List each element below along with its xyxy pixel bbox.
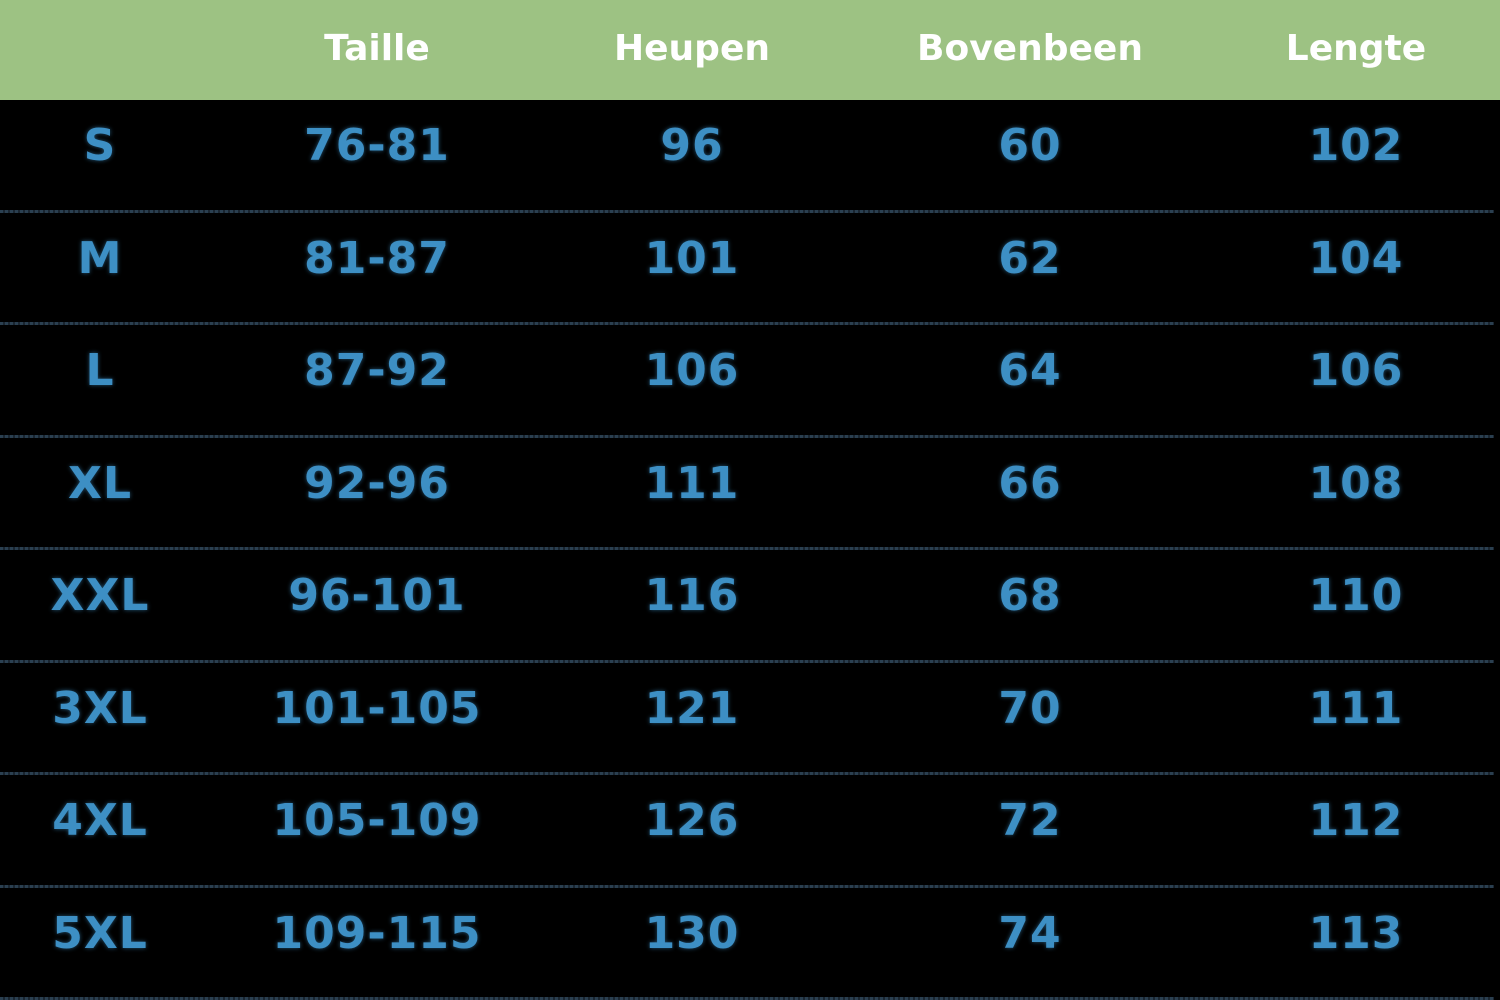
header-lengte: Lengte [1285,28,1427,69]
cell-heupen: 106 [644,345,740,396]
header-heupen: Heupen [614,28,770,69]
cell-lengte: 106 [1308,345,1404,396]
table-header: Taille Heupen Bovenbeen Lengte [0,0,1500,100]
cell-taille: 76-81 [304,120,450,171]
cell-taille: 87-92 [304,345,450,396]
cell-bovenbeen: 60 [998,120,1062,171]
cell-lengte: 112 [1308,795,1404,846]
table-row: S 76-81 96 60 102 [0,100,1500,213]
header-bovenbeen: Bovenbeen [917,28,1143,69]
cell-lengte: 111 [1308,682,1404,734]
table-row: XXL 96-101 116 68 110 [0,550,1500,663]
header-taille: Taille [324,28,430,69]
cell-heupen: 116 [644,570,740,621]
cell-bovenbeen: 66 [998,457,1062,509]
cell-taille: 105-109 [272,795,482,846]
cell-bovenbeen: 64 [998,345,1062,396]
cell-taille: 96-101 [288,570,466,621]
cell-lengte: 102 [1308,120,1404,171]
cell-size: S [83,120,117,171]
cell-size: XXL [50,570,150,621]
cell-bovenbeen: 74 [998,907,1062,959]
cell-bovenbeen: 62 [998,232,1062,284]
cell-size: M [77,232,123,284]
cell-heupen: 130 [644,907,740,959]
cell-lengte: 104 [1308,232,1404,284]
table-row: M 81-87 101 62 104 [0,213,1500,326]
cell-heupen: 101 [644,232,740,284]
cell-heupen: 111 [644,457,740,509]
cell-size: XL [68,457,132,509]
cell-taille: 81-87 [304,232,450,284]
table-row: 4XL 105-109 126 72 112 [0,775,1500,888]
cell-lengte: 110 [1308,570,1404,621]
cell-size: 5XL [52,907,148,959]
cell-heupen: 121 [644,682,740,734]
cell-taille: 101-105 [272,682,482,734]
cell-lengte: 113 [1308,907,1404,959]
cell-bovenbeen: 68 [998,570,1062,621]
table-row: 3XL 101-105 121 70 111 [0,663,1500,776]
cell-taille: 109-115 [272,907,482,959]
cell-heupen: 126 [644,795,740,846]
cell-size: 4XL [52,795,148,846]
cell-bovenbeen: 72 [998,795,1062,846]
cell-lengte: 108 [1308,457,1404,509]
table-row: L 87-92 106 64 106 [0,325,1500,438]
table-row: XL 92-96 111 66 108 [0,438,1500,551]
cell-size: 3XL [52,682,148,734]
cell-bovenbeen: 70 [998,682,1062,734]
cell-taille: 92-96 [304,457,450,509]
size-table-body: S 76-81 96 60 102 M 81-87 101 62 104 L 87-92 106 64 10… [0,100,1500,1000]
cell-heupen: 96 [660,120,724,171]
cell-size: L [85,345,115,396]
table-row: 5XL 109-115 130 74 113 [0,888,1500,1000]
